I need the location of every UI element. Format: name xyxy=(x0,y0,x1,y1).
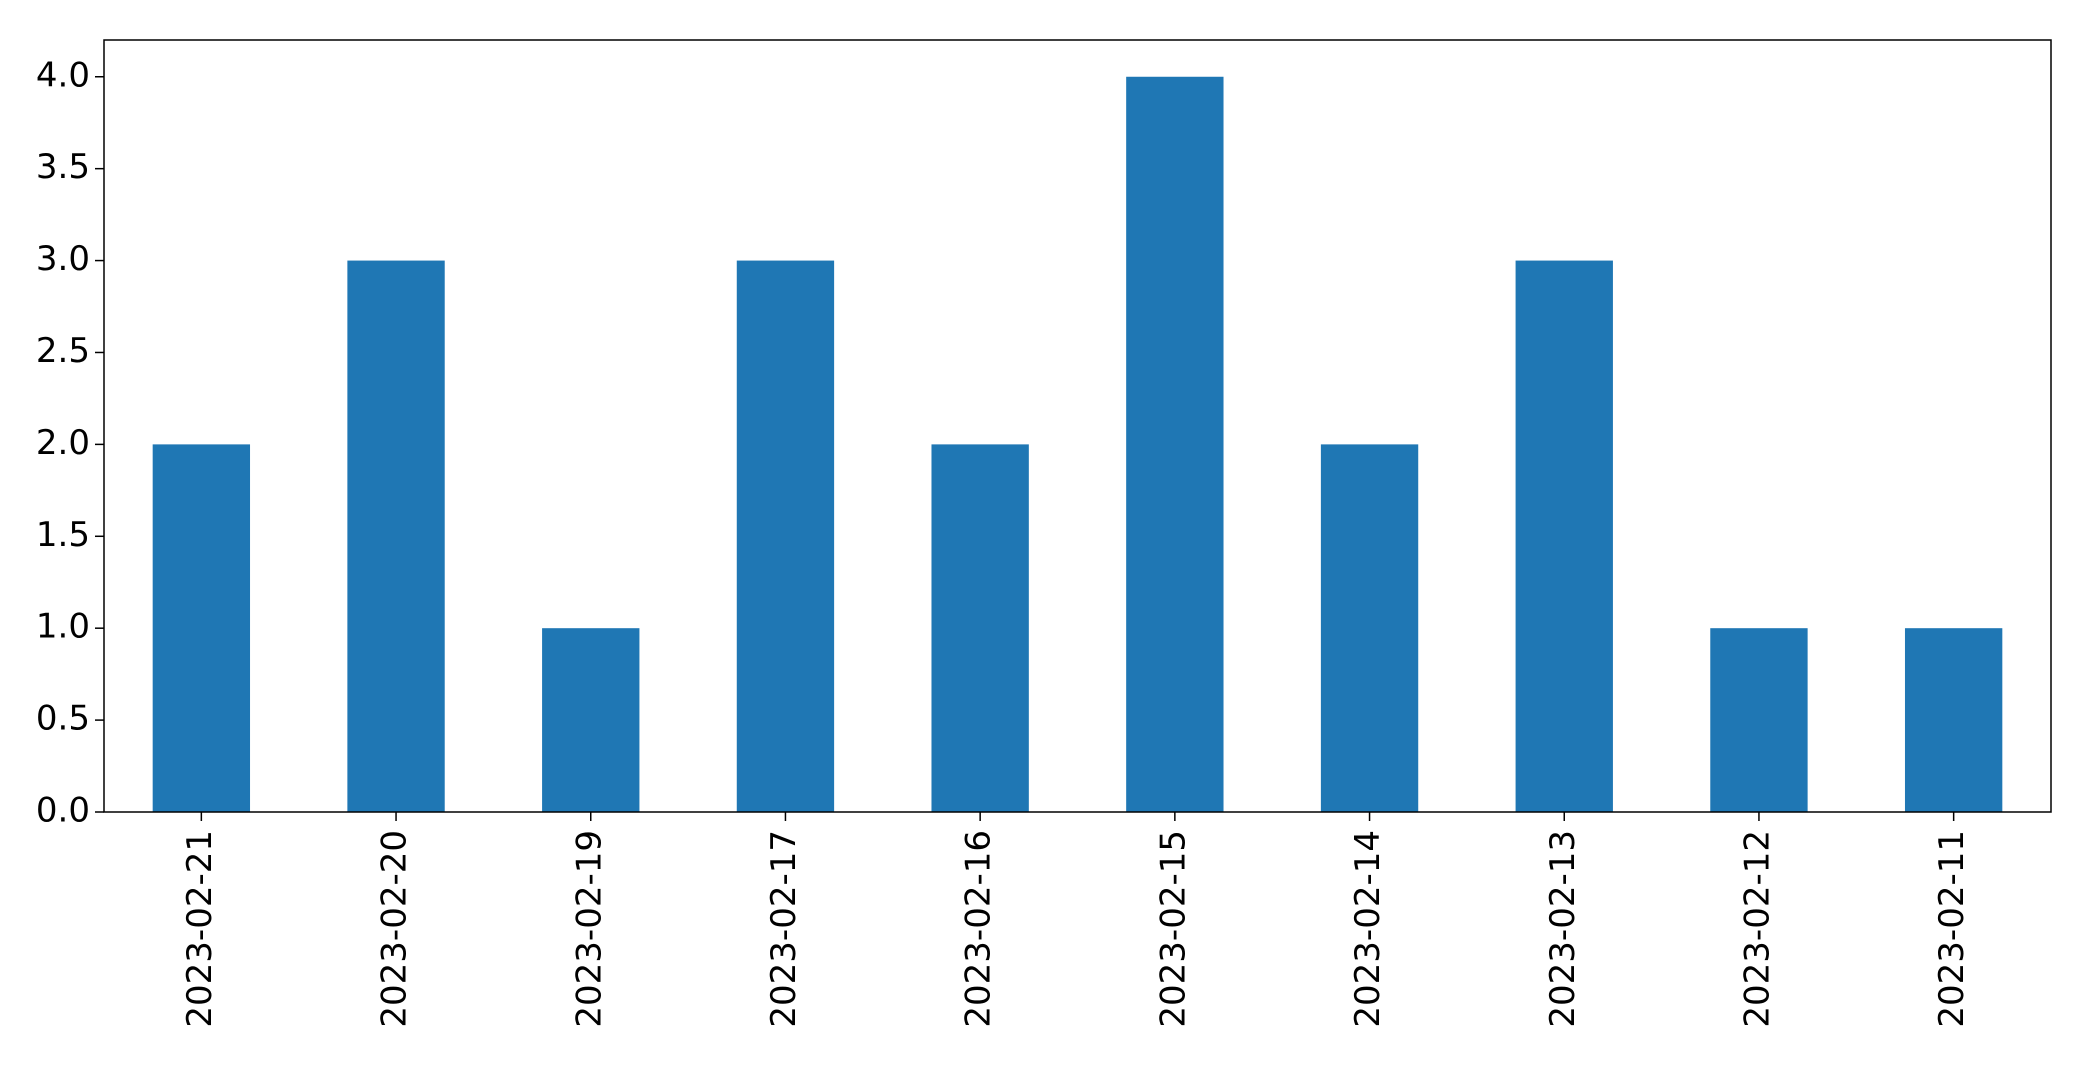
x-tick-label: 2023-02-14 xyxy=(1348,830,1388,1028)
y-tick-label: 0.5 xyxy=(36,699,90,739)
bar-2023-02-13 xyxy=(1515,260,1613,812)
x-tick-label: 2023-02-19 xyxy=(569,830,609,1028)
y-tick-label: 3.5 xyxy=(36,147,90,187)
x-tick-label: 2023-02-12 xyxy=(1737,830,1777,1028)
y-tick-label: 0.0 xyxy=(36,791,90,831)
bar-2023-02-20 xyxy=(347,260,445,812)
x-tick-label: 2023-02-15 xyxy=(1153,830,1193,1028)
bar-2023-02-17 xyxy=(736,260,835,812)
y-axis: 0.0 0.5 1.0 1.5 2.0 2.5 3.0 3.5 4.0 xyxy=(36,55,104,831)
bar-2023-02-11 xyxy=(1904,628,2003,812)
x-tick-label: 2023-02-13 xyxy=(1543,830,1583,1028)
bars-layer xyxy=(152,76,2003,812)
y-tick-label: 1.0 xyxy=(36,607,90,647)
x-tick-label: 2023-02-16 xyxy=(959,830,999,1028)
y-tick-label: 2.0 xyxy=(36,423,90,463)
bar-2023-02-16 xyxy=(931,444,1029,812)
y-tick-label: 1.5 xyxy=(36,515,90,555)
y-tick-label: 2.5 xyxy=(36,331,90,371)
bar-2023-02-15 xyxy=(1126,76,1224,812)
x-tick-label: 2023-02-17 xyxy=(764,830,804,1028)
x-tick-label: 2023-02-21 xyxy=(180,830,220,1028)
y-tick-label: 4.0 xyxy=(36,55,90,95)
bar-2023-02-19 xyxy=(542,628,640,812)
x-tick-label: 2023-02-11 xyxy=(1932,830,1972,1028)
bar-2023-02-12 xyxy=(1710,628,1808,812)
x-tick-label: 2023-02-20 xyxy=(375,830,415,1028)
plot-frame xyxy=(103,39,2052,813)
bar-2023-02-21 xyxy=(152,444,251,812)
y-tick-label: 3.0 xyxy=(36,239,90,279)
x-axis: 2023-02-21 2023-02-20 2023-02-19 2023-02-17… xyxy=(180,812,1972,1028)
bar-2023-02-14 xyxy=(1320,444,1419,812)
